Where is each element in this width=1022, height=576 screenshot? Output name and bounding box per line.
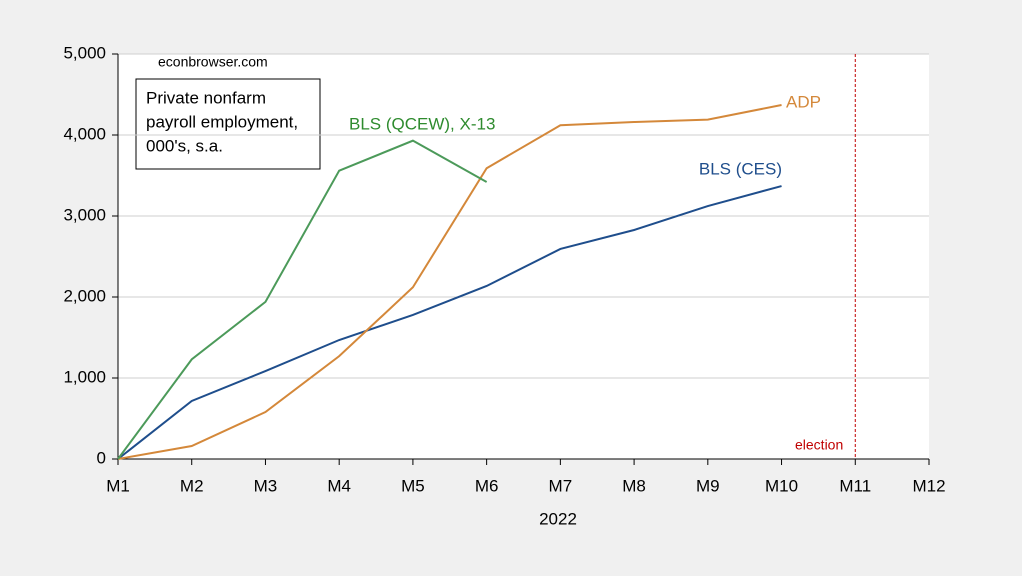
y-tick-label: 2,000	[63, 286, 106, 305]
x-tick-label: M3	[254, 476, 278, 495]
x-tick-label: M8	[622, 476, 646, 495]
series-line	[117, 104, 782, 460]
x-tick-label: M12	[912, 476, 945, 495]
x-tick-label: M2	[180, 476, 204, 495]
election-label: election	[795, 437, 843, 453]
y-tick-label: 4,000	[63, 124, 106, 143]
note-line: Private nonfarm	[146, 88, 266, 107]
series-label: BLS (CES)	[699, 159, 782, 178]
x-tick-label: M4	[327, 476, 351, 495]
x-tick-label: M11	[839, 476, 871, 495]
x-tick-label: M1	[106, 476, 130, 495]
y-tick-label: 3,000	[63, 205, 106, 224]
source: econbrowser.com	[158, 54, 268, 70]
y-tick-label: 5,000	[63, 43, 106, 62]
x-tick-label: M7	[549, 476, 573, 495]
series-line	[117, 185, 782, 460]
y-tick-label: 0	[97, 448, 106, 467]
x-tick-label: M10	[765, 476, 798, 495]
note-box	[135, 78, 321, 170]
x-tick-label: M6	[475, 476, 499, 495]
note-line: 000's, s.a.	[146, 136, 223, 155]
series-label: ADP	[786, 92, 821, 111]
y-tick-label: 1,000	[63, 367, 106, 386]
series-label: BLS (QCEW), X-13	[349, 114, 495, 133]
x-tick-label: M9	[696, 476, 720, 495]
note-line: payroll employment,	[146, 112, 298, 131]
series-line	[117, 139, 488, 460]
x-axis-label: 2022	[539, 509, 577, 528]
x-tick-label: M5	[401, 476, 425, 495]
